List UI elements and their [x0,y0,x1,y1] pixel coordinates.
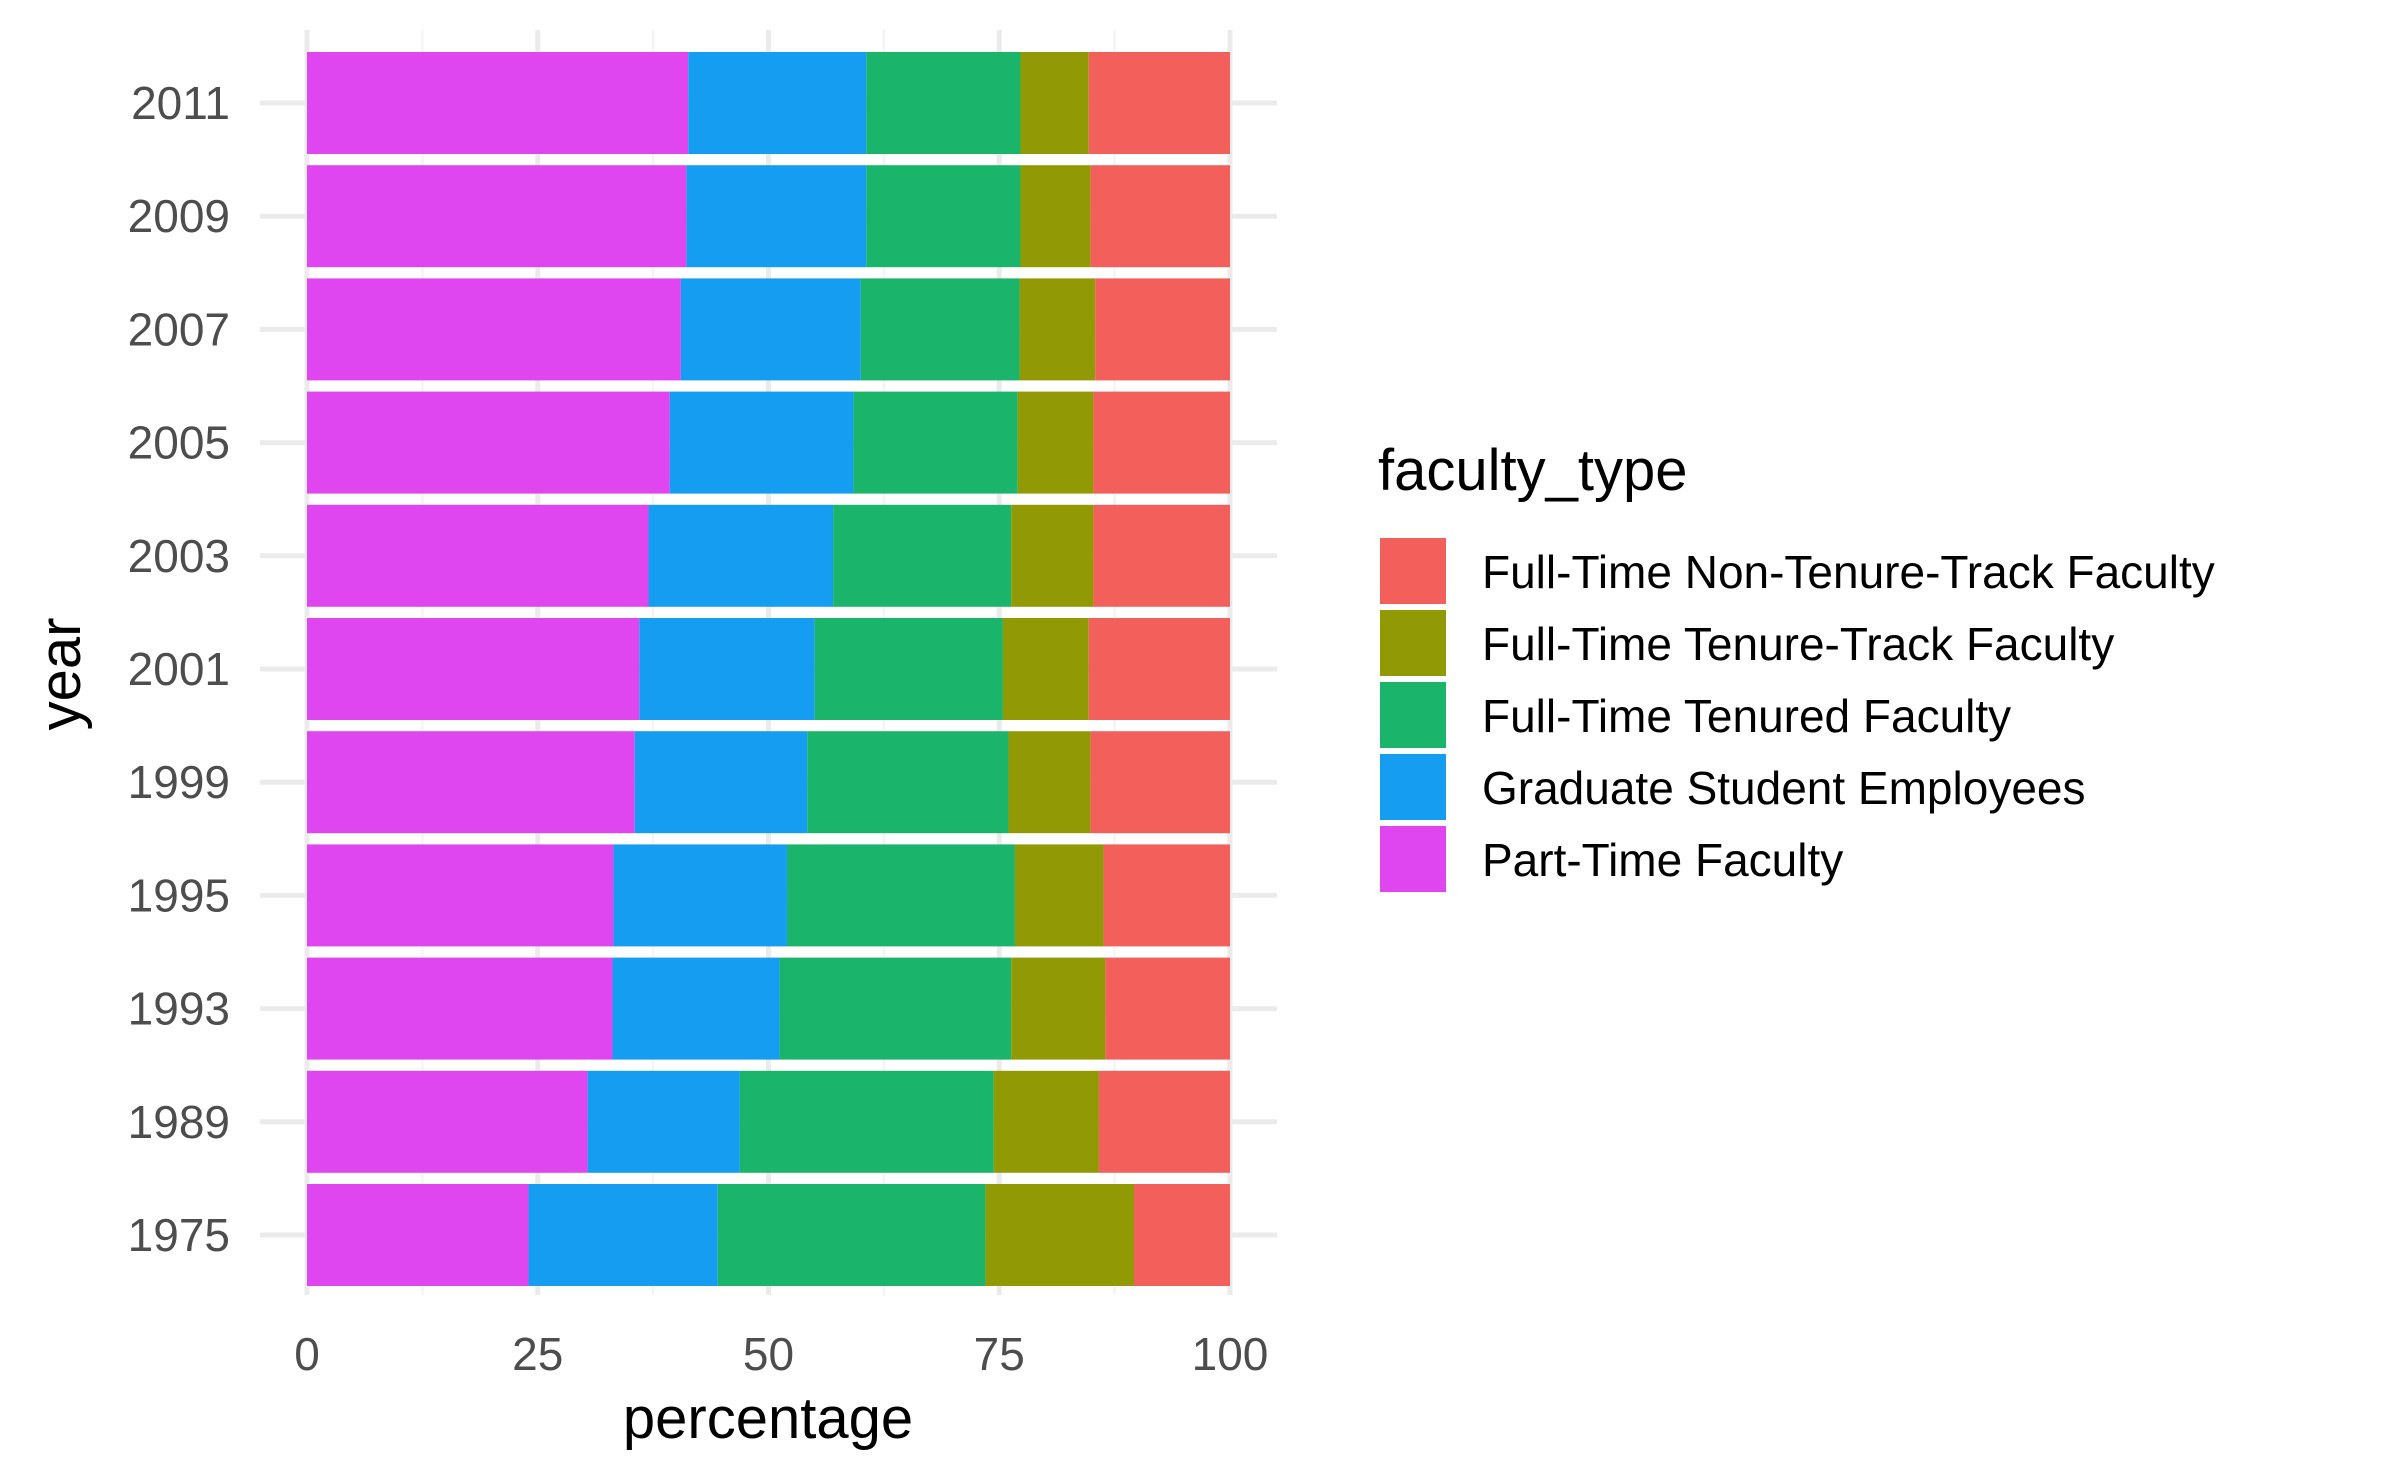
legend-title: faculty_type [1378,438,1688,503]
bar-segment-1993-full-time-tenure-track-faculty [1011,957,1106,1060]
y-tick-label: 1995 [128,869,230,921]
bar-segment-2001-part-time-faculty [307,618,640,720]
bar-segment-1975-full-time-non-tenure-track-faculty [1134,1184,1230,1286]
bar-segment-1989-full-time-tenured-faculty [739,1070,994,1173]
x-axis-title: percentage [623,1386,913,1451]
bar-segment-2005-full-time-non-tenure-track-faculty [1093,391,1230,494]
bar-segment-1975-full-time-tenure-track-faculty [985,1184,1135,1286]
bar-segment-1989-full-time-tenure-track-faculty [993,1070,1099,1173]
bar-segment-2011-full-time-tenured-faculty [866,52,1021,154]
legend: faculty_type Full-Time Non-Tenure-Track … [1378,438,2215,892]
bar-segment-2011-part-time-faculty [307,52,689,154]
bar-segment-1999-full-time-tenure-track-faculty [1008,731,1091,834]
y-tick-label: 1999 [128,756,230,808]
bar-segment-2007-full-time-tenured-faculty [860,278,1020,381]
y-tick-label: 1975 [128,1209,230,1261]
legend-swatch [1380,754,1446,820]
bar-segment-2009-full-time-tenure-track-faculty [1020,165,1091,268]
bar-segment-2003-full-time-tenured-faculty [833,504,1012,607]
y-tick-label: 2007 [128,303,230,355]
legend-label: Full-Time Tenured Faculty [1482,690,2011,742]
y-tick-labels: 2011 2009 2007 2005 2003 2001 1999 1995 1993 1989… [128,77,230,1261]
bar-segment-2007-graduate-student-employees [680,278,861,381]
bar-segment-1995-graduate-student-employees [613,844,787,947]
bar-segment-2003-full-time-tenure-track-faculty [1011,504,1094,607]
x-tick-label: 75 [974,1328,1025,1380]
bar-segment-2009-full-time-non-tenure-track-faculty [1090,165,1230,268]
legend-label: Full-Time Non-Tenure-Track Faculty [1482,546,2215,598]
bar-segment-2007-part-time-faculty [307,278,681,381]
y-tick-label: 2001 [128,643,230,695]
bar-segment-2007-full-time-non-tenure-track-faculty [1095,278,1230,381]
legend-swatch [1380,682,1446,748]
bar-segment-1993-part-time-faculty [307,957,613,1060]
bar-segment-2001-full-time-tenured-faculty [814,618,1003,720]
y-axis-title: year [28,618,93,731]
bars-layer [307,52,1230,1286]
x-tick-label: 25 [512,1328,563,1380]
bar-segment-2003-graduate-student-employees [648,504,834,607]
bar-segment-1995-full-time-tenure-track-faculty [1014,844,1104,947]
bar-segment-2011-full-time-tenure-track-faculty [1020,52,1089,154]
legend-items: Full-Time Non-Tenure-Track Faculty Full-T… [1380,538,2215,892]
bar-segment-1989-graduate-student-employees [587,1070,740,1173]
bar-segment-2005-full-time-tenured-faculty [853,391,1018,494]
y-tick-label: 1993 [128,983,230,1035]
bar-segment-2009-part-time-faculty [307,165,687,268]
x-tick-labels: 0 25 50 75 100 [294,1328,1268,1380]
y-tick-label: 2005 [128,417,230,469]
bar-segment-2005-full-time-tenure-track-faculty [1017,391,1094,494]
bar-segment-2011-graduate-student-employees [688,52,867,154]
bar-segment-2003-full-time-non-tenure-track-faculty [1093,504,1230,607]
bar-segment-2007-full-time-tenure-track-faculty [1019,278,1096,381]
y-tick-label: 2011 [131,77,230,129]
x-tick-label: 100 [1192,1328,1269,1380]
bar-segment-1995-full-time-non-tenure-track-faculty [1103,844,1230,947]
bar-segment-1999-graduate-student-employees [634,731,808,834]
y-tick-label: 1989 [128,1096,230,1148]
legend-swatch [1380,826,1446,892]
bar-segment-2009-graduate-student-employees [686,165,867,268]
bar-segment-1975-graduate-student-employees [528,1184,718,1286]
bar-segment-2005-part-time-faculty [307,391,670,494]
bar-segment-1989-full-time-non-tenure-track-faculty [1098,1070,1230,1173]
bar-segment-1975-full-time-tenured-faculty [717,1184,986,1286]
bar-segment-2001-full-time-non-tenure-track-faculty [1088,618,1230,720]
bar-segment-1995-part-time-faculty [307,844,614,947]
x-tick-label: 0 [294,1328,320,1380]
legend-label: Part-Time Faculty [1482,834,1843,886]
legend-swatch [1380,610,1446,676]
bar-segment-1993-full-time-tenured-faculty [779,957,1012,1060]
bar-segment-1999-full-time-non-tenure-track-faculty [1090,731,1230,834]
bar-segment-2001-full-time-tenure-track-faculty [1002,618,1089,720]
bar-segment-2011-full-time-non-tenure-track-faculty [1088,52,1230,154]
bar-segment-1999-part-time-faculty [307,731,635,834]
bar-segment-2003-part-time-faculty [307,504,649,607]
legend-label: Graduate Student Employees [1482,762,2085,814]
bar-segment-1999-full-time-tenured-faculty [807,731,1009,834]
bar-segment-1989-part-time-faculty [307,1070,588,1173]
bar-segment-1993-graduate-student-employees [612,957,780,1060]
legend-label: Full-Time Tenure-Track Faculty [1482,618,2114,670]
bar-segment-2005-graduate-student-employees [669,391,854,494]
bar-segment-1975-part-time-faculty [307,1184,529,1286]
x-tick-label: 50 [743,1328,794,1380]
bar-segment-2001-graduate-student-employees [639,618,815,720]
bar-segment-2009-full-time-tenured-faculty [866,165,1021,268]
legend-swatch [1380,538,1446,604]
y-tick-label: 2009 [128,190,230,242]
bar-segment-1995-full-time-tenured-faculty [786,844,1015,947]
bar-segment-1993-full-time-non-tenure-track-faculty [1105,957,1230,1060]
y-tick-label: 2003 [128,530,230,582]
